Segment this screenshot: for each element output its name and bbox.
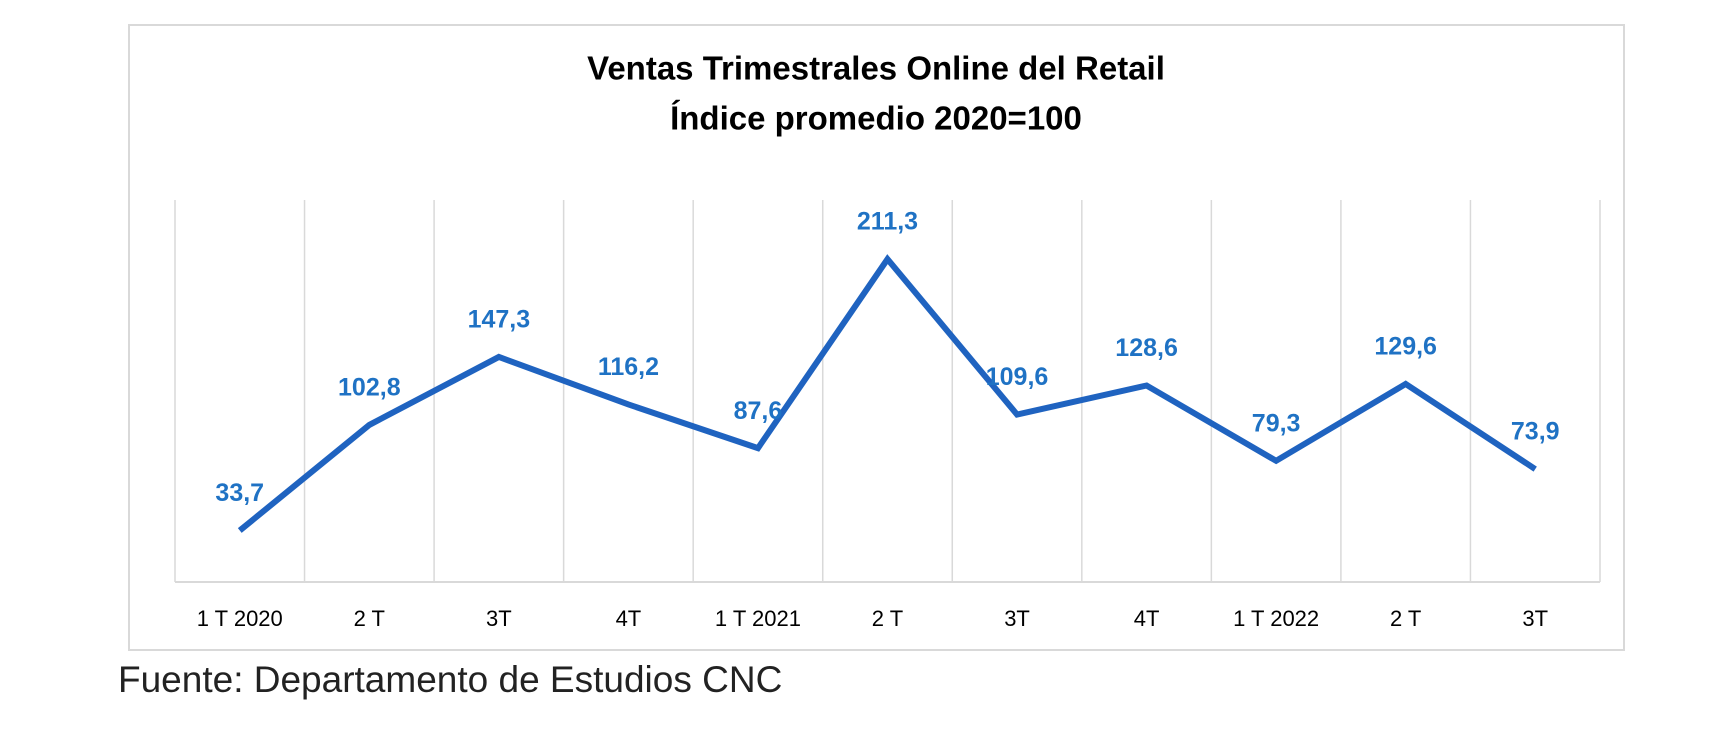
data-label: 128,6 xyxy=(1115,334,1178,362)
data-label: 79,3 xyxy=(1252,409,1301,437)
x-tick-label: 2 T xyxy=(1390,606,1421,631)
x-tick-label: 4T xyxy=(616,606,642,631)
data-label: 129,6 xyxy=(1374,333,1437,361)
data-label: 33,7 xyxy=(215,479,264,507)
data-label: 211,3 xyxy=(857,208,918,236)
data-label: 147,3 xyxy=(468,306,531,334)
x-tick-label: 1 T 2021 xyxy=(715,606,801,631)
data-label: 102,8 xyxy=(338,374,401,402)
data-label: 109,6 xyxy=(986,363,1049,391)
x-tick-label: 4T xyxy=(1134,606,1160,631)
x-tick-label: 1 T 2020 xyxy=(197,606,283,631)
chart-title: Ventas Trimestrales Online del Retail xyxy=(587,50,1165,87)
x-tick-label: 1 T 2022 xyxy=(1233,606,1319,631)
data-line xyxy=(237,254,1537,533)
x-tick-label: 2 T xyxy=(872,606,903,631)
x-tick-label: 2 T xyxy=(354,606,385,631)
x-tick-label: 3T xyxy=(1004,606,1030,631)
chart-frame xyxy=(128,24,1625,651)
x-tick-label: 3T xyxy=(1522,606,1548,631)
data-label: 87,6 xyxy=(734,397,783,425)
data-label: 73,9 xyxy=(1511,418,1560,446)
x-tick-label: 3T xyxy=(486,606,512,631)
source-note: Fuente: Departamento de Estudios CNC xyxy=(118,659,782,700)
data-label: 116,2 xyxy=(598,353,659,381)
chart-subtitle: Índice promedio 2020=100 xyxy=(670,100,1082,137)
